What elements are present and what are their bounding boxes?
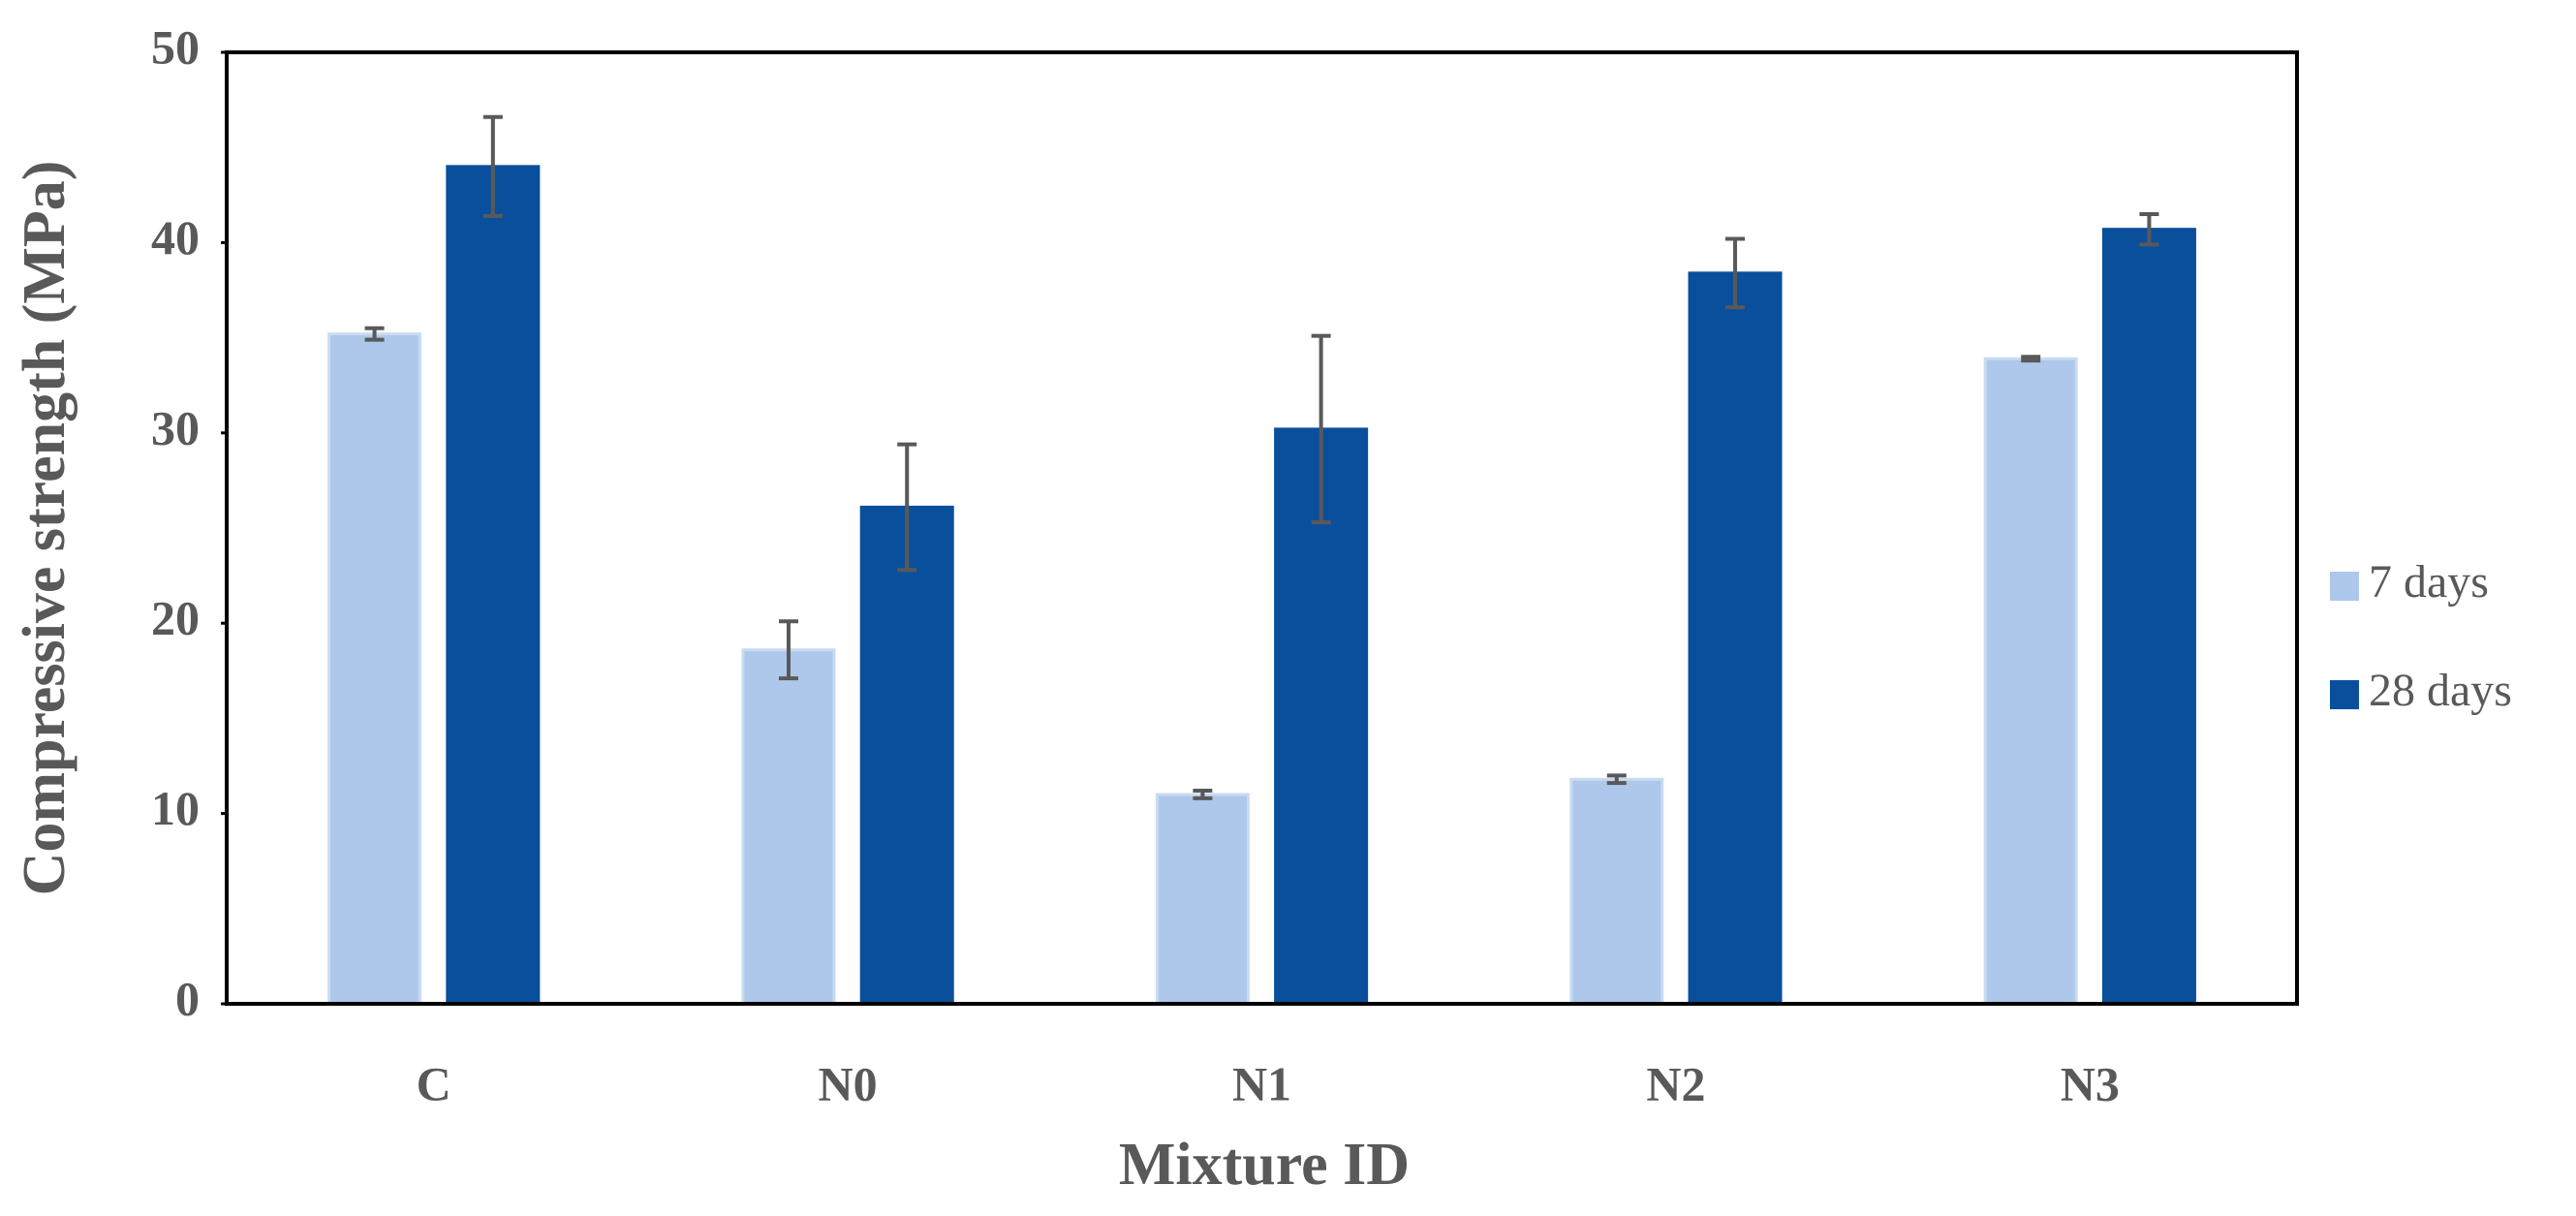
error-bar <box>1606 773 1627 786</box>
bar <box>1983 357 2078 1006</box>
error-bar <box>1311 333 1331 525</box>
legend-label: 7 days <box>2369 556 2489 608</box>
error-bar <box>1193 789 1213 800</box>
error-bar <box>482 114 503 218</box>
error-bar <box>364 326 385 342</box>
bar <box>446 165 541 1006</box>
y-axis-title: Compressive strength (MPa) <box>12 161 78 896</box>
bar <box>1688 271 1783 1006</box>
x-tick-label: N0 <box>819 1056 878 1110</box>
bar <box>327 332 422 1006</box>
bar <box>1155 793 1250 1006</box>
error-bar <box>2021 355 2041 363</box>
x-axis-title: Mixture ID <box>1119 1132 1410 1198</box>
plot-frame <box>225 50 2299 1006</box>
legend-swatch <box>2330 680 2359 709</box>
x-tick-label: N3 <box>2061 1056 2120 1110</box>
error-bar <box>778 619 798 681</box>
y-tick-label: 30 <box>151 400 200 454</box>
bar <box>859 505 954 1006</box>
error-bar <box>1725 236 1746 310</box>
bar <box>741 648 836 1006</box>
legend-swatch <box>2330 572 2359 601</box>
x-tick-label: N2 <box>1646 1056 1705 1110</box>
y-tick-label: 10 <box>151 781 200 835</box>
bar <box>1569 777 1664 1006</box>
y-tick-label: 50 <box>151 19 200 74</box>
y-tick-label: 20 <box>151 591 200 645</box>
legend-label: 28 days <box>2369 665 2512 716</box>
x-tick-label: C <box>417 1056 451 1110</box>
error-bar <box>897 442 917 573</box>
y-tick-label: 0 <box>175 971 200 1025</box>
error-bar <box>2139 211 2159 247</box>
bar <box>2101 228 2196 1006</box>
bar <box>1274 427 1369 1006</box>
y-tick-label: 40 <box>151 210 200 265</box>
x-tick-label: N1 <box>1232 1056 1291 1110</box>
